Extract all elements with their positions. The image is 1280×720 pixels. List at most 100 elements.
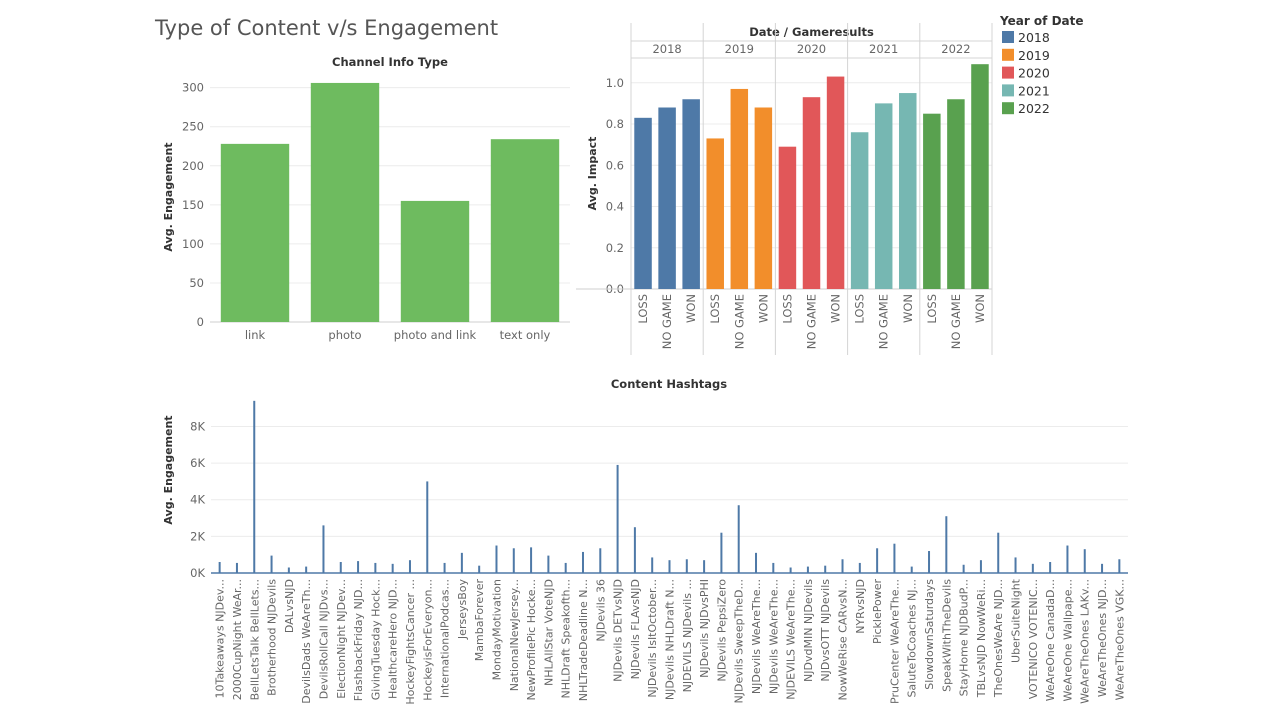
x-tick-label: WON: [756, 294, 770, 323]
x-tick-label: WeAreTheOnes NJD...: [1096, 579, 1109, 697]
bar-2019-LOSS: [706, 138, 724, 289]
dashboard-title: Type of Content v/s Engagement: [155, 16, 499, 40]
bar-hashtag: [305, 566, 308, 573]
x-tick-label: NJDvsOTT NJDevils: [819, 579, 832, 682]
bar-hashtag: [339, 562, 342, 573]
bar-2019-NO-GAME: [730, 88, 749, 289]
x-tick-label: NJDEVILS NJDevils ...: [681, 579, 694, 692]
x-tick-label: NJDevils NJDvsPHI: [698, 579, 711, 678]
x-tick-label: JerseysBoy: [456, 579, 469, 641]
legend-label-2022: 2022: [1018, 101, 1050, 116]
x-tick-label: DevilsDads WeAreTh...: [300, 579, 313, 704]
bar-hashtag: [426, 481, 429, 573]
x-tick-label: NJDevils IsItOctober...: [646, 579, 659, 698]
x-tick-label: NewProfilePic Hocke...: [525, 579, 538, 700]
x-tick-label: photo: [328, 328, 361, 342]
y-axis-title: Avg. Impact: [586, 137, 599, 211]
bar-hashtag: [374, 562, 377, 573]
year-header: 2018: [652, 42, 681, 56]
chart-title: Content Hashtags: [611, 377, 727, 391]
bar-hashtag: [1014, 557, 1017, 573]
x-tick-label: NO GAME: [805, 294, 819, 349]
bar-2022-NO-GAME: [947, 99, 965, 289]
bar-hashtag: [1066, 545, 1069, 573]
bar-hashtag: [235, 562, 238, 573]
bar-2021-WON: [899, 93, 917, 289]
bar-hashtag: [720, 532, 723, 573]
bar-2022-WON: [971, 64, 989, 289]
x-tick-label: NO GAME: [877, 294, 891, 349]
x-tick-label: WeAreOne Wallpape...: [1061, 579, 1074, 701]
bar-hashtag: [806, 566, 809, 573]
bar-2018-LOSS: [634, 117, 652, 289]
y-tick-label: 8K: [190, 419, 205, 433]
x-tick-label: NowWeRise CARvsN...: [837, 579, 850, 700]
x-tick-label: FlashbackFriday NJD...: [352, 579, 365, 701]
bar-hashtag: [287, 567, 290, 573]
bar-hashtag: [547, 555, 550, 573]
year-header: 2020: [797, 42, 826, 56]
x-tick-label: WeAreTheOnes LAKv...: [1079, 579, 1092, 704]
bar-hashtag: [858, 562, 861, 573]
x-tick-label: WeAreOne CanadaD...: [1044, 579, 1057, 701]
y-tick-label: 200: [182, 159, 204, 173]
x-tick-label: NO GAME: [732, 294, 746, 349]
bar-hashtag: [1083, 549, 1086, 573]
bar-hashtag: [581, 551, 584, 573]
bar-hashtag: [945, 516, 948, 573]
x-tick-label: SpeakWithTheDevils: [940, 579, 953, 692]
x-tick-label: NJDevils FLAvsNJD: [629, 579, 642, 679]
bar-hashtag: [478, 565, 481, 573]
bar-hashtag: [218, 562, 221, 573]
bar-hashtag: [460, 552, 463, 573]
y-tick-label: 50: [189, 276, 204, 290]
bar-hashtag: [357, 561, 360, 573]
y-tick-label: 0.2: [606, 241, 624, 255]
bar-2018-NO-GAME: [658, 107, 676, 289]
legend-label-2020: 2020: [1018, 66, 1050, 81]
x-tick-label: HockeyFightsCancer ...: [404, 579, 417, 705]
x-tick-label: NYRvsNJD: [854, 579, 867, 634]
x-tick-label: PruCenter WeAreThe...: [888, 579, 901, 704]
bar-hashtag: [322, 525, 325, 573]
x-tick-label: LOSS: [708, 294, 722, 324]
x-tick-label: HealthcareHero NJD...: [387, 579, 400, 699]
x-tick-label: text only: [500, 328, 551, 342]
x-tick-label: NHLAllStar VoteNJD: [542, 579, 555, 686]
bar-2020-WON: [826, 76, 845, 289]
bar-hashtag: [789, 567, 792, 573]
y-tick-label: 150: [182, 198, 204, 212]
legend-swatch-2020: [1002, 66, 1014, 79]
x-tick-label: SaluteToCoaches NJ...: [906, 579, 919, 698]
bar-hashtag: [616, 464, 619, 573]
x-tick-label: WON: [901, 294, 915, 323]
bar-hashtag: [928, 551, 931, 573]
x-tick-label: WON: [973, 294, 987, 323]
bar-hashtag: [270, 555, 273, 573]
bar-2021-LOSS: [850, 132, 869, 289]
bar-hashtag: [997, 532, 1000, 573]
bar-hashtag: [1118, 559, 1121, 573]
x-tick-label: BellLetsTalk BellLets...: [248, 579, 261, 700]
y-tick-label: 6K: [190, 456, 205, 470]
x-tick-label: 2000CupNight WeAr...: [231, 579, 244, 700]
bar-hashtag: [408, 560, 411, 573]
bar-hashtag: [893, 543, 896, 573]
x-tick-label: Brotherhood NJDevils: [266, 579, 279, 696]
bar-hashtag: [599, 548, 602, 573]
bar-photo-and-link: [400, 200, 470, 322]
x-tick-label: NO GAME: [660, 294, 674, 349]
x-tick-label: DALvsNJD: [283, 579, 296, 633]
bar-hashtag: [772, 562, 775, 573]
x-tick-label: NJDevils DETvsNJD: [612, 579, 625, 682]
bar-link: [220, 143, 290, 322]
x-tick-label: photo and link: [394, 328, 477, 342]
y-tick-label: 0K: [190, 566, 205, 580]
bar-hashtag: [876, 548, 879, 573]
x-tick-label: 10Takeaways NJDev...: [214, 579, 227, 698]
bar-2022-LOSS: [923, 113, 941, 289]
x-tick-label: MambaForever: [473, 579, 486, 662]
x-tick-label: WeAreTheOnes VGK...: [1113, 579, 1126, 700]
